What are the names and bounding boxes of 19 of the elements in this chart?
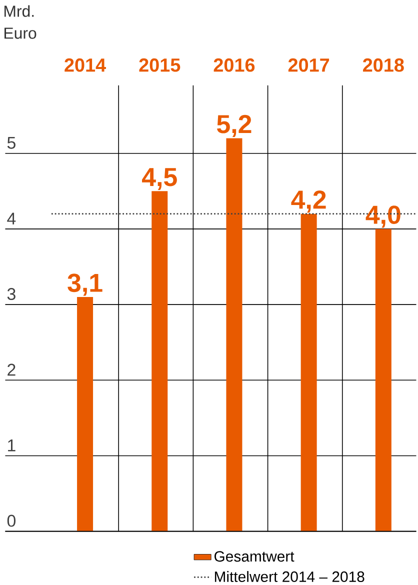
y-tick-label: 2 [8, 364, 16, 376]
legend-label: Gesamtwert [214, 551, 294, 562]
x-tick-label: 2018 [363, 58, 404, 72]
y-tick-label: 0 [7, 514, 16, 527]
x-tick-label: 2017 [288, 58, 330, 72]
x-tick-label: 2016 [214, 58, 255, 72]
legend-label: Mittelwert 2014 – 2018 [214, 571, 364, 582]
y-tick-label: 1 [8, 440, 16, 452]
y-axis-title: Mrd. Euro [4, 5, 36, 39]
x-tick-label: 2014 [64, 58, 106, 72]
x-tick-label: 2015 [139, 58, 180, 72]
y-tick-label: 4 [7, 212, 16, 224]
data-label: 4,0 [366, 206, 400, 228]
data-label: 4,5 [142, 168, 177, 190]
y-tick-label: 3 [7, 288, 16, 300]
data-label: 3,1 [68, 274, 102, 296]
data-label: 5,2 [217, 114, 252, 138]
data-label: 4,2 [291, 190, 326, 213]
y-tick-label: 5 [7, 137, 16, 149]
